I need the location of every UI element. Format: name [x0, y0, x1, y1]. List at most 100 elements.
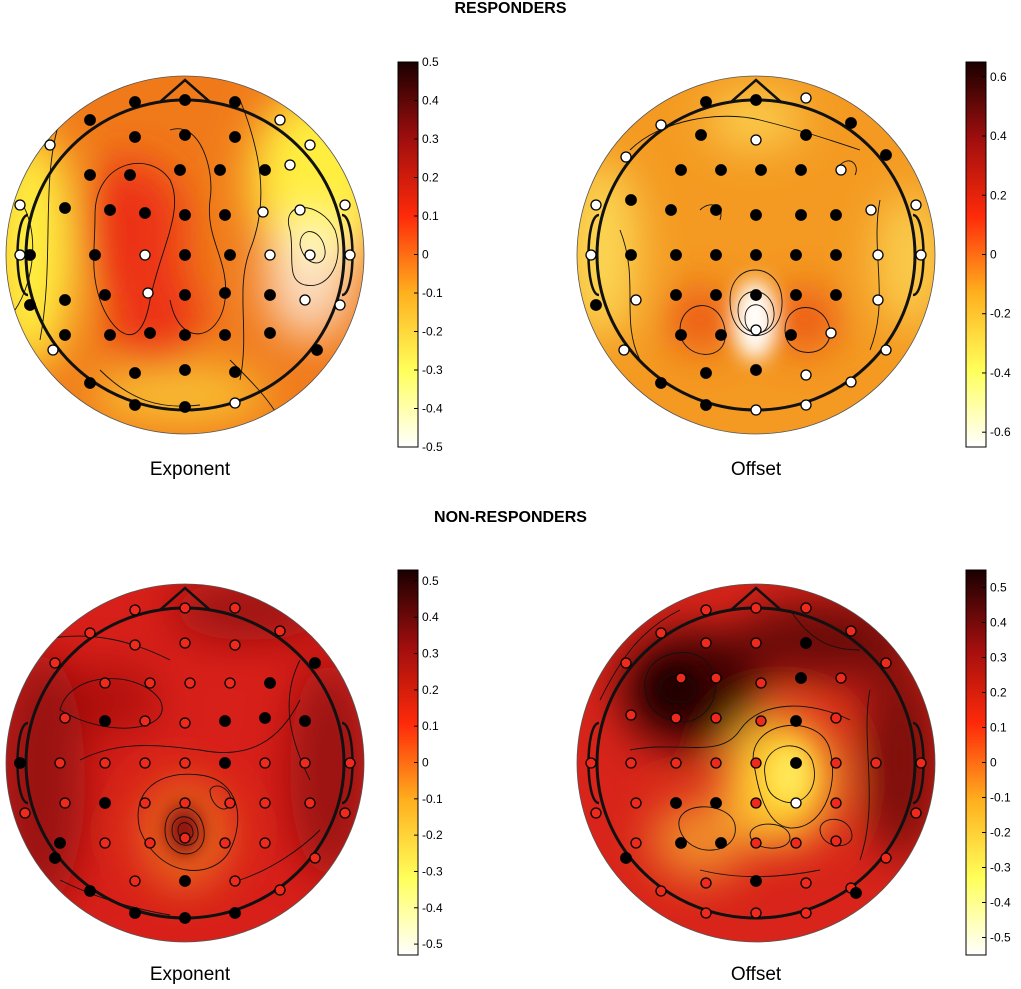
- electrode: [800, 602, 812, 614]
- electrodes-a: [14, 94, 356, 413]
- electrode: [139, 757, 151, 769]
- electrode: [229, 397, 241, 409]
- electrode: [99, 715, 111, 727]
- panel-label-offset-responders: Offset: [730, 459, 782, 480]
- electrodes-d: [585, 602, 927, 919]
- electrode: [264, 289, 276, 301]
- electrode: [219, 757, 231, 769]
- electrode: [625, 194, 637, 206]
- electrode: [344, 249, 356, 261]
- electrode: [865, 204, 877, 216]
- scalp-outline: [5, 75, 365, 435]
- electrode: [590, 807, 602, 819]
- electrode: [625, 709, 637, 721]
- electrode: [790, 715, 802, 727]
- electrode: [334, 299, 346, 311]
- electrode: [264, 327, 276, 339]
- electrode: [750, 875, 762, 887]
- electrode: [620, 151, 632, 163]
- colorbar-tick-label: 0: [990, 248, 997, 262]
- scalp-outline: [576, 75, 936, 435]
- electrode: [670, 712, 682, 724]
- electrode: [750, 404, 762, 416]
- hot-region: [775, 290, 835, 350]
- electrode: [224, 249, 236, 261]
- electrode: [99, 837, 111, 849]
- electrode: [339, 807, 351, 819]
- electrode: [830, 209, 842, 221]
- electrode: [264, 677, 276, 689]
- electrode: [179, 289, 191, 301]
- colorbar-tick-label: -0.5: [422, 440, 443, 454]
- electrode: [99, 757, 111, 769]
- electrode: [47, 344, 59, 356]
- colorbar-tick-label: -0.4: [990, 896, 1011, 910]
- electrode: [800, 877, 812, 889]
- panel-label-exponent-responders: Exponent: [149, 459, 231, 480]
- electrode: [910, 807, 922, 819]
- scalp-map-a: [6, 76, 364, 434]
- electrode: [590, 299, 602, 311]
- electrode: [872, 249, 884, 261]
- electrode: [655, 119, 667, 131]
- electrode: [274, 884, 286, 896]
- electrode: [229, 366, 241, 378]
- electrode: [99, 677, 111, 689]
- colorbar-tick-label: -0.1: [990, 791, 1011, 805]
- electrode: [675, 164, 687, 176]
- colorbar-tick-label: -0.3: [990, 861, 1011, 875]
- electrode: [129, 639, 141, 651]
- electrode: [299, 715, 311, 727]
- electrode: [124, 169, 136, 181]
- electrode: [179, 797, 191, 809]
- colorbar-tick-label: 0: [422, 248, 429, 262]
- electrode: [179, 717, 191, 729]
- electrode: [750, 249, 762, 261]
- cool-region: [705, 90, 805, 150]
- electrode: [84, 114, 96, 126]
- electrode: [750, 797, 762, 809]
- colorbar-tick-label: -0.2: [990, 307, 1011, 321]
- electrode: [790, 289, 802, 301]
- electrode: [304, 139, 316, 151]
- colorbar-tick-label: -0.4: [422, 901, 443, 915]
- electrode: [835, 672, 847, 684]
- electrode: [129, 875, 141, 887]
- electrode: [84, 885, 96, 897]
- electrode: [620, 852, 632, 864]
- electrode: [700, 637, 712, 649]
- electrode: [59, 202, 71, 214]
- electrode: [229, 639, 241, 651]
- electrode: [259, 757, 271, 769]
- electrode: [179, 329, 191, 341]
- electrode: [845, 625, 857, 637]
- colorbar-tick-label: -0.2: [422, 828, 443, 842]
- electrode: [795, 164, 807, 176]
- electrode: [620, 657, 632, 669]
- electrode: [294, 204, 306, 216]
- electrode: [655, 377, 667, 389]
- topoplot-responders-offset: 0.6 0.4 0.2 0 -0.2 -0.4 -0.6: [576, 61, 1011, 448]
- electrode: [695, 129, 707, 141]
- colorbar-tick-label: 0.3: [422, 647, 439, 661]
- electrode: [284, 159, 296, 171]
- non-responders-title: NON-RESPONDERS: [434, 509, 587, 526]
- colorbar-tick-label: 0.5: [422, 574, 439, 588]
- electrode: [880, 852, 892, 864]
- colorbar-tick-label: -0.3: [422, 864, 443, 878]
- electrode: [214, 164, 226, 176]
- electrode: [264, 249, 276, 261]
- electrode: [750, 324, 762, 336]
- electrode: [630, 837, 642, 849]
- electrode: [59, 712, 71, 724]
- electrode: [274, 114, 286, 126]
- colorbar-tick-label: -0.1: [422, 286, 443, 300]
- electrode: [179, 401, 191, 413]
- electrode: [229, 131, 241, 143]
- colorbar-tick-label: -0.6: [990, 425, 1011, 439]
- electrode: [750, 134, 762, 146]
- colorbar-b: 0.6 0.4 0.2 0 -0.2 -0.4 -0.6: [965, 61, 1011, 448]
- electrode: [665, 204, 677, 216]
- electrode: [257, 206, 269, 218]
- electrode: [54, 757, 66, 769]
